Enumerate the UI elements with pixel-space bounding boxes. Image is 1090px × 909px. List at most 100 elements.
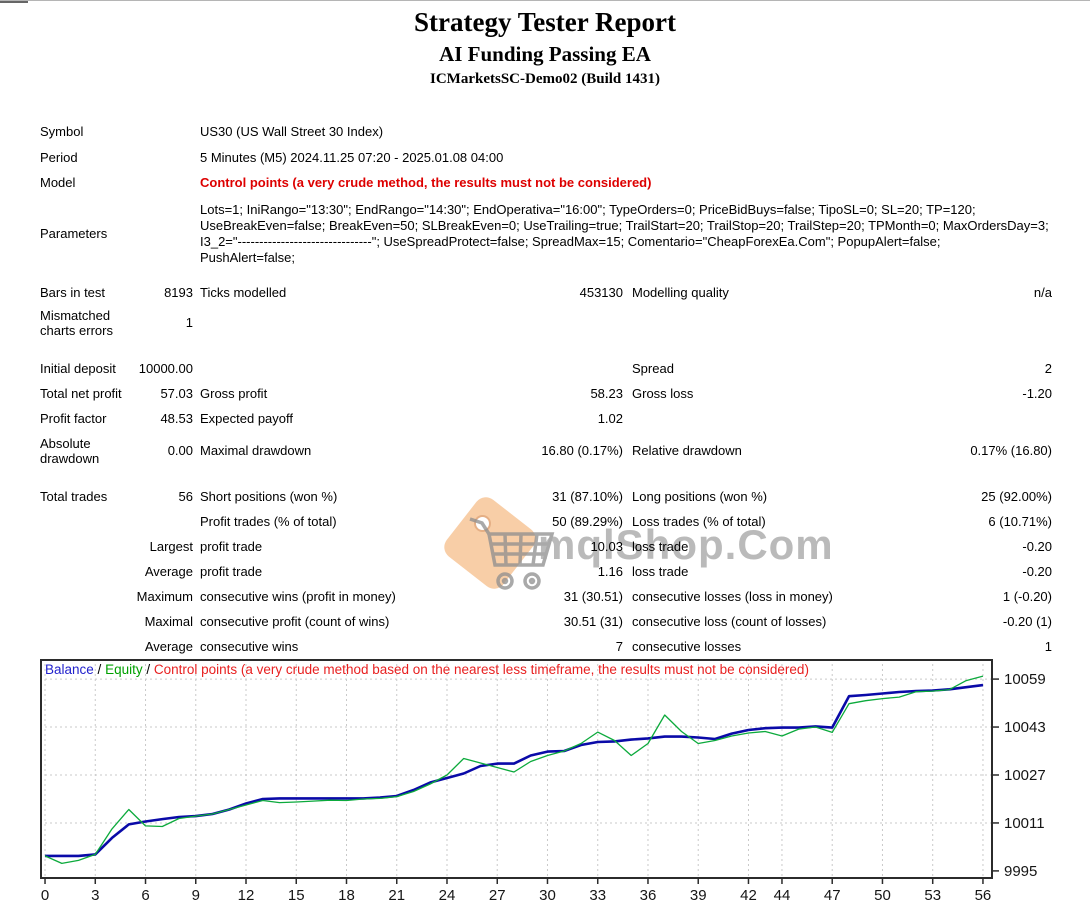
- stat-value: 8193: [164, 284, 193, 300]
- stat-value: 10000.00: [138, 360, 193, 376]
- symbol-label: Symbol: [40, 124, 84, 140]
- stat-label: Maximum: [136, 588, 193, 604]
- stat-label: Absolute drawdown: [40, 435, 100, 466]
- stat-value: 31 (87.10%): [552, 488, 623, 504]
- stat-label: Long positions (won %): [632, 488, 768, 504]
- stat-label: profit trade: [200, 563, 263, 579]
- balance-chart: Balance / Equity / Control points (a ver…: [40, 659, 1090, 904]
- stat-label: consecutive profit (count of wins): [200, 613, 390, 629]
- stat-label: Total trades: [40, 488, 108, 504]
- table-row: Absolute drawdown 0.00 Maximal drawdown …: [40, 431, 1052, 471]
- stat-label: Average: [144, 638, 193, 654]
- period-label: Period: [40, 149, 78, 165]
- stat-value: 10.03: [590, 538, 623, 554]
- legend-equity: Equity: [105, 662, 143, 677]
- parameters-line: PushAlert=false;: [200, 249, 296, 265]
- page-title: Strategy Tester Report: [414, 7, 676, 37]
- stat-label: Bars in test: [40, 284, 106, 300]
- stat-value: 0.17% (16.80): [970, 443, 1052, 458]
- symbol-value: US30 (US Wall Street 30 Index): [200, 124, 384, 140]
- stat-value: 1 (-0.20): [1002, 588, 1052, 604]
- stat-value: 7: [615, 638, 623, 654]
- stat-label: consecutive wins: [200, 638, 299, 654]
- svg-text:56: 56: [975, 887, 992, 904]
- legend-separator: /: [142, 662, 154, 677]
- symbol-row: Symbol US30 (US Wall Street 30 Index): [40, 119, 1052, 145]
- stat-label: consecutive wins (profit in money): [200, 588, 396, 604]
- stat-value: 50 (89.29%): [552, 513, 623, 529]
- svg-text:10011: 10011: [1004, 815, 1045, 832]
- svg-text:27: 27: [489, 887, 506, 904]
- svg-text:12: 12: [238, 887, 255, 904]
- model-row: Model Control points (a very crude metho…: [40, 170, 1052, 196]
- svg-text:24: 24: [439, 887, 456, 904]
- stat-label: Maximal drawdown: [200, 443, 312, 458]
- stat-value: 1: [1044, 638, 1052, 654]
- svg-text:21: 21: [388, 887, 405, 904]
- parameters-row: Parameters Lots=1; IniRango="13:30"; End…: [40, 202, 1052, 266]
- stat-label: Gross loss: [632, 385, 694, 401]
- svg-text:3: 3: [91, 887, 99, 904]
- table-row: Mismatched charts errors 1: [40, 305, 1052, 341]
- report-header: Strategy Tester Report AI Funding Passin…: [0, 5, 1090, 88]
- server-build: ICMarketsSC-Demo02 (Build 1431): [430, 71, 660, 87]
- table-row: Average consecutive wins 7 consecutive l…: [40, 634, 1052, 659]
- stat-value: 25 (92.00%): [981, 488, 1052, 504]
- watermark: mqlShop.Com: [439, 492, 843, 603]
- stat-label: Mismatched charts errors: [40, 307, 113, 338]
- svg-text:10059: 10059: [1004, 671, 1046, 688]
- parameters-line: UseBreakEven=false; BreakEven=50; SLBrea…: [200, 217, 1049, 233]
- stat-value: -0.20: [1022, 538, 1052, 554]
- stat-label: Average: [144, 563, 193, 579]
- table-row: Maximal consecutive profit (count of win…: [40, 609, 1052, 634]
- legend-balance: Balance: [45, 662, 94, 677]
- svg-text:53: 53: [924, 887, 941, 904]
- stat-label: Modelling quality: [632, 284, 729, 300]
- svg-text:36: 36: [640, 887, 657, 904]
- stat-value: 1.02: [597, 410, 623, 426]
- parameters-label: Parameters: [40, 226, 108, 241]
- period-value: 5 Minutes (M5) 2024.11.25 07:20 - 2025.0…: [200, 149, 504, 165]
- stat-value: 1.16: [597, 563, 623, 579]
- stat-label: consecutive loss (count of losses): [632, 613, 827, 629]
- stat-label: consecutive losses: [632, 638, 742, 654]
- stat-label: Relative drawdown: [632, 443, 742, 458]
- svg-text:39: 39: [690, 887, 707, 904]
- stat-label: consecutive losses (loss in money): [632, 588, 833, 604]
- legend-separator: /: [93, 662, 106, 677]
- ea-name: AI Funding Passing EA: [439, 42, 651, 66]
- stat-label: Profit trades (% of total): [200, 513, 337, 529]
- shopping-cart-icon: [469, 517, 555, 590]
- model-label: Model: [40, 175, 76, 191]
- stat-value: 6 (10.71%): [988, 513, 1052, 529]
- table-row: Profit trades (% of total) 50 (89.29%) L…: [40, 509, 1052, 534]
- stat-label: profit trade: [200, 538, 263, 554]
- svg-text:44: 44: [774, 887, 791, 904]
- report-table: Symbol US30 (US Wall Street 30 Index) Pe…: [40, 119, 1052, 659]
- stat-value: 58.23: [590, 385, 623, 401]
- svg-text:6: 6: [141, 887, 149, 904]
- chart-legend: Balance / Equity / Control points (a ver…: [45, 662, 809, 677]
- stat-value: 48.53: [160, 410, 193, 426]
- stat-value: 31 (30.51): [563, 588, 623, 604]
- stat-value: -0.20: [1022, 563, 1052, 579]
- parameters-line: I3_2="-------------------------------"; …: [200, 233, 941, 249]
- stat-value: 16.80 (0.17%): [541, 443, 623, 458]
- stat-label: Short positions (won %): [200, 488, 338, 504]
- stat-value: 57.03: [160, 385, 193, 401]
- stat-label: loss trade: [632, 563, 689, 579]
- stat-label: Initial deposit: [40, 360, 116, 376]
- stat-value: n/a: [1033, 284, 1052, 300]
- table-row: Initial deposit 10000.00 Spread 2: [40, 356, 1052, 381]
- stat-label: Gross profit: [200, 385, 268, 401]
- table-row: Total net profit 57.03 Gross profit 58.2…: [40, 381, 1052, 406]
- svg-text:47: 47: [824, 887, 841, 904]
- parameters-value: Lots=1; IniRango="13:30"; EndRango="14:3…: [200, 202, 1052, 266]
- table-row: Bars in test 8193 Ticks modelled 453130 …: [40, 280, 1052, 305]
- stat-value: 0.00: [167, 443, 193, 458]
- stat-label: Maximal: [144, 613, 193, 629]
- table-row: Total trades 56 Short positions (won %) …: [40, 484, 1052, 509]
- table-row: Largest profit trade 10.03 loss trade -0…: [40, 534, 1052, 559]
- stat-value: 1: [185, 315, 193, 330]
